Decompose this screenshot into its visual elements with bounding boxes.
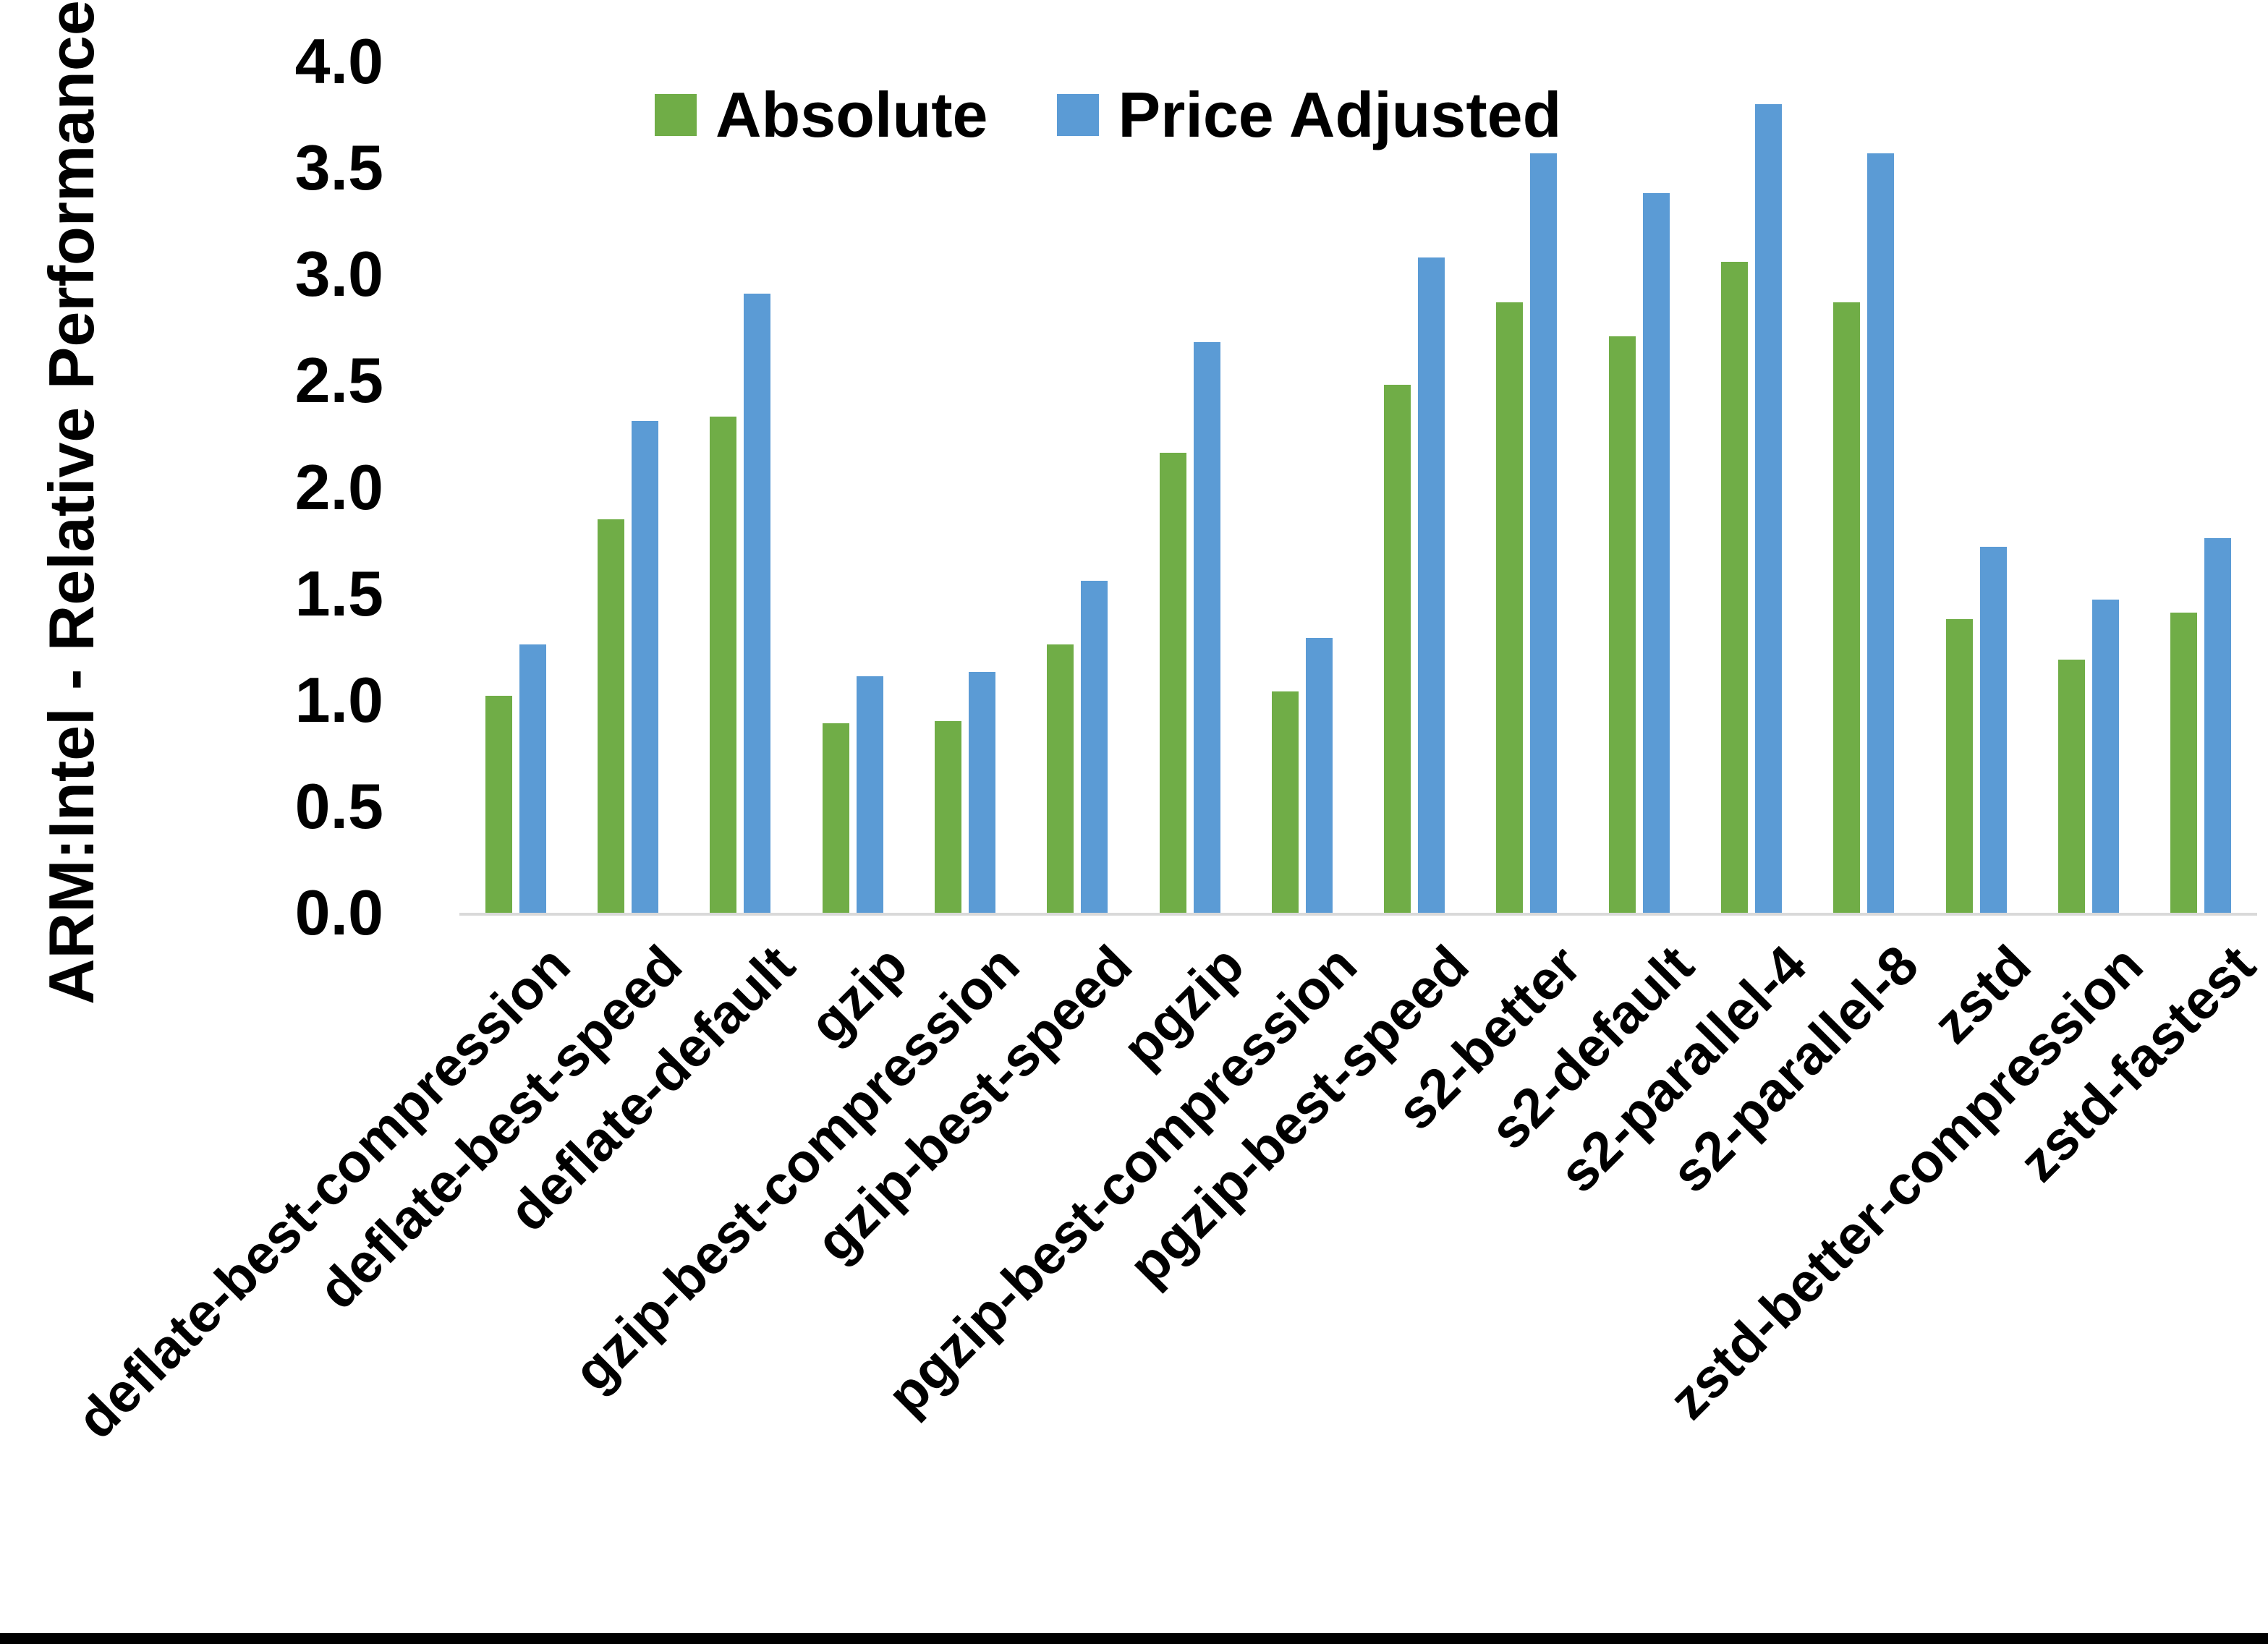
- bar-absolute: [2058, 659, 2086, 913]
- legend-label-price-adjusted: Price Adjusted: [1118, 79, 1562, 150]
- bar-price-adjusted: [856, 676, 883, 913]
- bar-price-adjusted: [1979, 546, 2007, 913]
- y-tick-label: 3.0: [294, 238, 383, 310]
- bar-price-adjusted: [1305, 638, 1333, 913]
- bar-price-adjusted: [1193, 342, 1220, 913]
- bar-price-adjusted: [1642, 193, 1670, 913]
- bar-absolute: [1496, 302, 1524, 913]
- bar-absolute: [1608, 336, 1636, 913]
- y-tick-label: 4.0: [294, 25, 383, 97]
- legend-item-price-adjusted: Price Adjusted: [1057, 78, 1561, 152]
- bar-absolute: [2170, 613, 2198, 913]
- bar-absolute: [597, 519, 624, 913]
- y-tick-label: 2.5: [294, 344, 383, 417]
- bottom-border-bar: [0, 1633, 2268, 1644]
- bar-price-adjusted: [2092, 600, 2120, 913]
- bar-absolute: [822, 723, 849, 913]
- x-axis-line: [459, 913, 2257, 916]
- bar-absolute: [710, 417, 737, 913]
- bar-price-adjusted: [2204, 538, 2232, 913]
- bar-absolute: [1721, 261, 1749, 913]
- bar-price-adjusted: [519, 644, 546, 913]
- bar-price-adjusted: [1081, 580, 1108, 913]
- y-axis-title: ARM:Intel - Relative Performance: [35, 0, 107, 1005]
- bar-absolute: [1159, 453, 1186, 913]
- bar-price-adjusted: [631, 421, 658, 913]
- y-tick-label: 0.0: [294, 877, 383, 948]
- y-tick-label: 2.0: [294, 451, 383, 523]
- y-tick-label: 0.5: [294, 770, 383, 842]
- bar-price-adjusted: [1418, 257, 1445, 913]
- bar-absolute: [1271, 691, 1299, 913]
- bar-price-adjusted: [1867, 153, 1895, 913]
- bar-price-adjusted: [968, 672, 995, 913]
- bar-price-adjusted: [1755, 103, 1783, 913]
- legend-swatch-price-adjusted-icon: [1057, 94, 1100, 136]
- bar-absolute: [1384, 385, 1411, 913]
- bar-price-adjusted: [1530, 153, 1558, 913]
- y-tick-label: 3.5: [294, 132, 383, 204]
- legend-item-absolute: Absolute: [655, 78, 988, 152]
- bar-absolute: [1047, 644, 1074, 913]
- y-tick-label: 1.0: [294, 663, 383, 736]
- legend-label-absolute: Absolute: [715, 79, 988, 150]
- bar-absolute: [1945, 618, 1973, 913]
- y-tick-label: 1.5: [294, 557, 383, 629]
- bar-absolute: [1833, 302, 1861, 913]
- legend-swatch-absolute-icon: [655, 94, 697, 136]
- bar-price-adjusted: [744, 293, 771, 913]
- bar-absolute: [934, 721, 961, 913]
- bar-absolute: [485, 695, 512, 913]
- legend: Absolute Price Adjusted: [655, 78, 1561, 152]
